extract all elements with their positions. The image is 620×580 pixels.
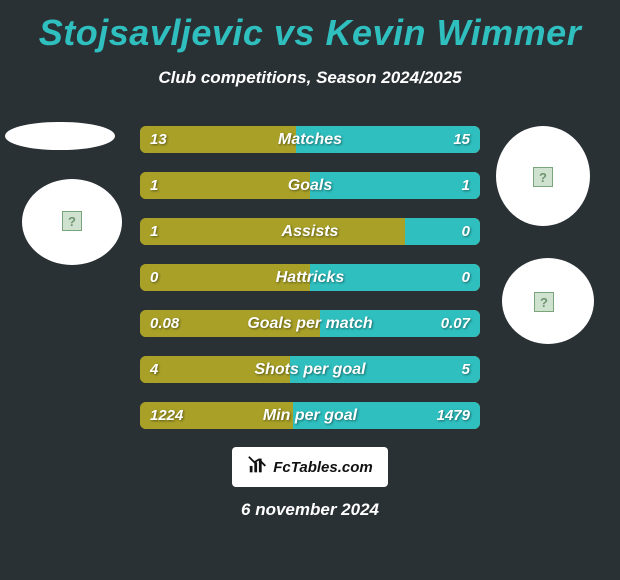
stat-label: Shots per goal [140, 356, 480, 383]
stat-label: Assists [140, 218, 480, 245]
placeholder-icon-right-1: ? [533, 167, 553, 187]
stat-label: Min per goal [140, 402, 480, 429]
stat-row: 1224Min per goal1479 [140, 402, 480, 429]
stat-label: Goals per match [140, 310, 480, 337]
stat-label: Matches [140, 126, 480, 153]
page-subtitle: Club competitions, Season 2024/2025 [0, 68, 620, 88]
placeholder-icon-right-2: ? [534, 292, 554, 312]
stat-row: 1Assists0 [140, 218, 480, 245]
stats-container: 13Matches151Goals11Assists00Hattricks00.… [140, 126, 480, 448]
fctables-badge[interactable]: FcTables.com [232, 447, 388, 487]
stat-label: Hattricks [140, 264, 480, 291]
stat-value-right: 15 [453, 126, 470, 153]
chart-icon [247, 454, 269, 480]
stat-row: 1Goals1 [140, 172, 480, 199]
stat-label: Goals [140, 172, 480, 199]
stat-value-right: 0.07 [441, 310, 470, 337]
stat-value-right: 1479 [437, 402, 470, 429]
date-text: 6 november 2024 [0, 500, 620, 520]
stat-row: 4Shots per goal5 [140, 356, 480, 383]
page-title: Stojsavljevic vs Kevin Wimmer [0, 0, 620, 54]
stat-row: 0.08Goals per match0.07 [140, 310, 480, 337]
placeholder-icon-left: ? [62, 211, 82, 231]
stat-row: 13Matches15 [140, 126, 480, 153]
stat-value-right: 1 [462, 172, 470, 199]
stat-row: 0Hattricks0 [140, 264, 480, 291]
stat-value-right: 0 [462, 264, 470, 291]
stat-value-right: 5 [462, 356, 470, 383]
avatar-left-shadow [5, 122, 115, 150]
stat-value-right: 0 [462, 218, 470, 245]
badge-text: FcTables.com [273, 459, 372, 476]
